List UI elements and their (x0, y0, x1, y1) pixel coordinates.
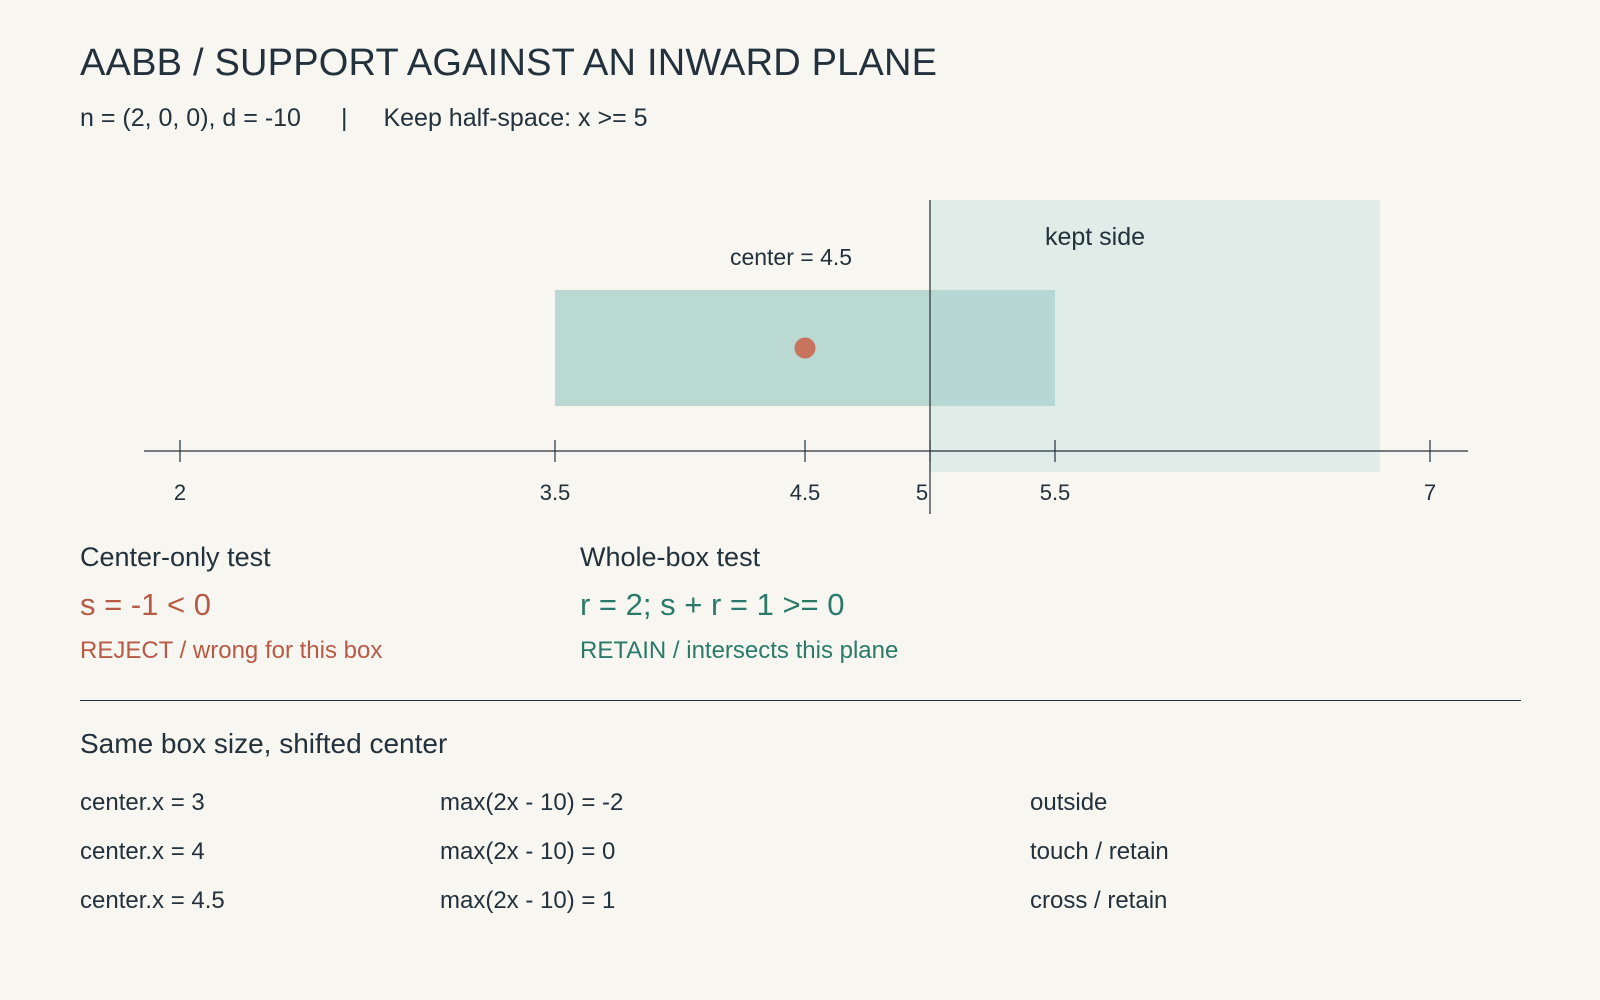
whole-box-heading: Whole-box test (580, 542, 761, 572)
shifted-heading: Same box size, shifted center (80, 728, 448, 759)
row-support: max(2x - 10) = -2 (440, 789, 624, 816)
axis-tick-label: 2 (174, 480, 186, 505)
axis-tick-label: 4.5 (790, 480, 821, 505)
shifted-row: center.x = 4 max(2x - 10) = 0 touch / re… (80, 838, 1521, 868)
center-only-heading: Center-only test (80, 542, 271, 572)
subtitle-separator: | (340, 104, 348, 132)
row-center: center.x = 4 (80, 838, 205, 865)
row-center: center.x = 3 (80, 789, 205, 816)
center-only-formula: s = -1 < 0 (80, 587, 211, 622)
plane-subtitle: n = (2, 0, 0), d = -10 | Keep half-space: … (80, 104, 648, 133)
axis-tick-label: 5.5 (1040, 480, 1071, 505)
page-title: AABB / SUPPORT AGAINST AN INWARD PLANE (80, 42, 938, 84)
axis-tick-label: 5 (916, 480, 928, 505)
shifted-row: center.x = 4.5 max(2x - 10) = 1 cross / … (80, 887, 1521, 917)
whole-box-panel: Whole-box test r = 2; s + r = 1 >= 0 RET… (580, 542, 898, 665)
row-support: max(2x - 10) = 1 (440, 887, 616, 914)
row-support: max(2x - 10) = 0 (440, 838, 616, 865)
interval-diagram: 2 3.5 4.5 5 5.5 7 center = 4.5 kept side (144, 200, 1468, 514)
shifted-row: center.x = 3 max(2x - 10) = -2 outside (80, 789, 1521, 819)
center-only-panel: Center-only test s = -1 < 0 REJECT / wro… (80, 542, 382, 665)
row-center: center.x = 4.5 (80, 887, 225, 914)
kept-side-label: kept side (1045, 223, 1145, 251)
row-result: cross / retain (1030, 887, 1168, 914)
axis-tick-label: 7 (1424, 480, 1436, 505)
center-only-verdict: REJECT / wrong for this box (80, 637, 383, 664)
row-result: touch / retain (1030, 838, 1169, 865)
halfspace-rule: Keep half-space: x >= 5 (383, 104, 648, 132)
axis-tick-label: 3.5 (540, 480, 571, 505)
center-label: center = 4.5 (730, 244, 852, 270)
section-divider (80, 700, 1521, 701)
row-result: outside (1030, 789, 1108, 816)
center-dot (794, 337, 816, 359)
whole-box-verdict: RETAIN / intersects this plane (580, 637, 899, 664)
plane-equation: n = (2, 0, 0), d = -10 (80, 104, 301, 132)
whole-box-formula: r = 2; s + r = 1 >= 0 (580, 587, 845, 622)
axis-ticks: 2 3.5 4.5 5 5.5 7 (174, 440, 1436, 505)
